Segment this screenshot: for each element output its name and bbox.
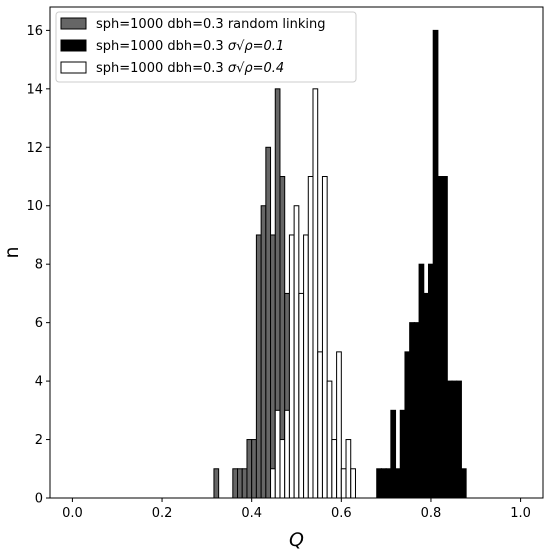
y-tick-label: 14 — [26, 82, 43, 97]
x-tick-label: 0.4 — [241, 506, 262, 521]
y-tick-label: 12 — [26, 141, 43, 156]
histogram-bar — [317, 351, 323, 499]
y-axis-label: n — [1, 246, 23, 258]
histogram-bar — [380, 468, 387, 499]
x-tick-label: 0.2 — [152, 506, 173, 521]
histogram-bar — [409, 322, 415, 499]
histogram-bar — [413, 322, 420, 499]
legend-swatch — [60, 39, 87, 52]
histogram-bar — [284, 409, 290, 499]
histogram-bar — [451, 380, 458, 499]
histogram-bar — [293, 205, 300, 499]
legend-entry-label: sph=1000 dbh=0.3 random linking — [96, 17, 325, 32]
histogram-bar — [321, 176, 328, 499]
histogram-bar — [432, 29, 439, 499]
histogram-bar — [326, 380, 333, 499]
histogram-bar — [331, 439, 338, 499]
histogram-bar — [385, 468, 392, 499]
histogram-bar — [442, 176, 448, 499]
y-tick-label: 10 — [26, 199, 43, 214]
histogram-bar — [399, 409, 406, 499]
legend-swatch — [60, 61, 87, 74]
legend-entry-label: sph=1000 dbh=0.3 σ√ρ=0.4 — [96, 61, 284, 76]
histogram-bar — [418, 263, 425, 499]
histogram-bar — [241, 468, 248, 499]
x-tick-label: 0.0 — [62, 506, 83, 521]
y-tick-label: 16 — [26, 24, 43, 39]
histogram-bar — [265, 146, 272, 499]
histogram-bar — [340, 468, 347, 499]
histogram-bar — [446, 380, 453, 499]
legend-box — [55, 11, 357, 83]
histogram-bar — [423, 292, 429, 499]
histogram-bar — [390, 409, 397, 499]
x-tick-label: 1.0 — [510, 506, 531, 521]
y-tick-label: 4 — [35, 375, 43, 390]
x-axis-label: Q — [289, 529, 304, 551]
histogram-bar — [270, 234, 276, 499]
histogram-bar — [404, 351, 411, 499]
histogram-bar — [307, 176, 314, 499]
y-tick-label: 8 — [35, 258, 43, 273]
histogram-bar — [274, 409, 281, 499]
histogram-bar — [376, 468, 382, 499]
histogram-bar — [427, 263, 434, 499]
histogram-bar — [336, 351, 342, 499]
histogram-bar — [213, 468, 220, 499]
histogram-bar — [460, 468, 467, 499]
histogram-bar — [232, 468, 239, 499]
y-tick-label: 2 — [35, 433, 43, 448]
histogram-bar — [298, 292, 305, 499]
x-tick-label: 0.8 — [421, 506, 442, 521]
legend: sph=1000 dbh=0.3 random linking sph=1000 … — [55, 11, 357, 83]
histogram-bar — [279, 439, 286, 499]
histogram-bar — [345, 439, 352, 499]
histogram-bar — [270, 468, 276, 499]
histogram-bar — [255, 234, 262, 499]
histogram-bar — [456, 380, 462, 499]
histogram-bar — [246, 439, 253, 499]
y-axis-ticks: 0 2 4 6 8 10 12 14 16 — [26, 24, 50, 507]
legend-swatch — [60, 17, 87, 30]
y-tick-label: 0 — [35, 492, 43, 507]
histogram-bar — [437, 176, 444, 499]
histogram-bar — [350, 468, 356, 499]
histogram-bar — [251, 439, 257, 499]
x-tick-label: 0.6 — [331, 506, 352, 521]
x-axis-ticks: 0.0 0.2 0.4 0.6 0.8 1.0 — [62, 498, 531, 521]
histogram-bar — [288, 234, 295, 499]
histogram-bar — [260, 205, 267, 499]
histogram-bar — [395, 468, 401, 499]
y-tick-label: 6 — [35, 316, 43, 331]
histogram-bar — [237, 468, 243, 499]
plot-frame — [49, 6, 544, 499]
histogram-bar — [303, 234, 309, 499]
legend-entry-label: sph=1000 dbh=0.3 σ√ρ=0.1 — [96, 39, 284, 54]
histogram-bar — [312, 88, 319, 499]
